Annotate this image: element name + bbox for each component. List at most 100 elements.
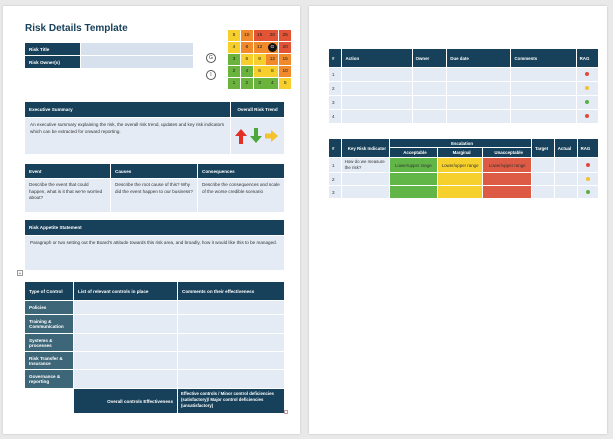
controls-comment-cell[interactable]	[178, 334, 284, 351]
table-row: 3	[327, 95, 600, 110]
gross-risk-marker: G	[206, 53, 216, 63]
due-cell[interactable]	[446, 95, 512, 110]
kri-indicator-cell[interactable]	[340, 172, 391, 186]
controls-comment-cell[interactable]	[178, 301, 284, 314]
rag-cell	[575, 67, 600, 82]
rag-status-dot	[585, 189, 590, 194]
event-text[interactable]: Describe the event that could happen, wh…	[25, 179, 110, 212]
table-move-handle-icon[interactable]: +	[17, 270, 23, 277]
control-type-training: Training & Communication	[25, 315, 73, 333]
kri-col-indicator: Key Risk Indicator	[340, 138, 391, 158]
heatmap-cell: 20	[279, 41, 292, 54]
controls-col-comments: Comments on their effectiveness	[178, 282, 284, 300]
control-type-risk-transfer: Risk Transfer & Insurance	[25, 352, 73, 369]
overall-effectiveness-text[interactable]: Effective controls / Minor control defic…	[178, 389, 284, 413]
risk-heatmap: 5 10 15 20 25 4 8 12 G 20 3 6 9 12 15 2 …	[228, 30, 292, 90]
controls-comment-cell[interactable]	[178, 370, 284, 388]
rag-cell	[575, 95, 600, 110]
actions-table: # Action Owner Due date Comments RAG 1 2…	[327, 48, 600, 124]
controls-list-cell[interactable]	[74, 370, 177, 388]
kri-target-cell[interactable]	[530, 157, 555, 173]
owner-cell[interactable]	[411, 109, 448, 124]
control-type-systems: Systems & processes	[25, 334, 73, 351]
risk-title-field[interactable]	[81, 43, 193, 55]
owner-cell[interactable]	[411, 81, 448, 96]
page-right: # Action Owner Due date Comments RAG 1 2…	[309, 6, 607, 434]
kri-actual-cell[interactable]	[553, 172, 578, 186]
heatmap-cell-selected: G	[266, 41, 279, 54]
control-type-governance: Governance & reporting	[25, 370, 73, 388]
action-cell[interactable]	[341, 109, 413, 124]
controls-list-cell[interactable]	[74, 301, 177, 314]
risk-owner-field[interactable]	[81, 56, 193, 68]
rag-cell	[576, 185, 600, 199]
due-cell[interactable]	[446, 81, 512, 96]
causes-text[interactable]: Describe the root cause of this? Why did…	[111, 179, 197, 212]
kri-marginal-cell[interactable]	[436, 185, 484, 199]
rag-status-dot	[585, 72, 590, 76]
kri-target-cell[interactable]	[530, 185, 555, 199]
heatmap-cell: 6	[253, 65, 266, 78]
kri-unacceptable-cell[interactable]: Lower/upper range	[482, 157, 532, 173]
risk-title-label: Risk Title	[25, 43, 80, 55]
action-cell[interactable]	[341, 81, 413, 96]
action-cell[interactable]	[341, 67, 413, 82]
heatmap-cell: 3	[253, 77, 266, 90]
kri-marginal-cell[interactable]	[436, 172, 484, 186]
resize-handle[interactable]	[284, 410, 288, 414]
exec-summary-text[interactable]: An executive summary explaining the risk…	[25, 118, 230, 154]
kri-actual-cell[interactable]	[553, 185, 578, 199]
kri-acceptable-cell[interactable]: Lower/upper range	[389, 157, 438, 173]
controls-comment-cell[interactable]	[178, 315, 284, 333]
owner-cell[interactable]	[411, 95, 448, 110]
heatmap-cell: 4	[228, 41, 240, 54]
comments-cell[interactable]	[510, 67, 577, 82]
heatmap-cell: 6	[240, 53, 253, 66]
heatmap-cell: 10	[279, 65, 292, 78]
consequences-text[interactable]: Describe the consequences and scale of t…	[198, 179, 284, 212]
heatmap-cell: 9	[253, 53, 266, 66]
kri-unacceptable-cell[interactable]	[482, 185, 532, 199]
kri-actual-cell[interactable]	[553, 157, 578, 173]
kri-target-cell[interactable]	[530, 172, 555, 186]
heatmap-cell: 15	[279, 53, 292, 66]
owner-cell[interactable]	[411, 67, 448, 82]
kri-indicator-cell[interactable]: How do we measure the risk?	[340, 157, 391, 173]
kri-acceptable-cell[interactable]	[389, 172, 438, 186]
table-row: 2	[328, 172, 600, 186]
due-cell[interactable]	[446, 109, 512, 124]
controls-list-cell[interactable]	[74, 334, 177, 351]
heatmap-cell: 15	[253, 30, 266, 42]
heatmap-selected-marker: G	[267, 43, 277, 53]
kri-sub-marginal: Marginal	[436, 147, 484, 158]
comments-cell[interactable]	[510, 95, 577, 110]
actions-col-owner: Owner	[411, 48, 448, 68]
row-num: 3	[328, 185, 342, 199]
table-row: 1	[327, 67, 600, 82]
controls-list-cell[interactable]	[74, 315, 177, 333]
rag-status-dot	[585, 176, 590, 181]
heatmap-cell: 5	[279, 77, 292, 90]
kri-unacceptable-cell[interactable]	[482, 172, 532, 186]
comments-cell[interactable]	[510, 109, 577, 124]
heatmap-cell: 1	[228, 77, 240, 90]
kri-col-actual: Actual	[553, 138, 578, 158]
heatmap-cell: 2	[228, 65, 240, 78]
heatmap-cell: 12	[266, 53, 279, 66]
kri-col-rag: RAG	[576, 138, 600, 158]
table-row: 4	[327, 109, 600, 124]
kri-indicator-cell[interactable]	[340, 185, 391, 199]
comments-cell[interactable]	[510, 81, 577, 96]
appetite-text[interactable]: Paragraph or two setting out the Board's…	[25, 236, 284, 270]
controls-list-cell[interactable]	[74, 352, 177, 369]
kri-marginal-cell[interactable]: Lower/upper range	[436, 157, 484, 173]
risk-trend-header: Overall Risk Trend	[231, 102, 284, 117]
controls-comment-cell[interactable]	[178, 352, 284, 369]
heatmap-cell: 8	[266, 65, 279, 78]
page-left: Risk Details Template Risk Title Risk Ow…	[3, 6, 300, 434]
kri-acceptable-cell[interactable]	[389, 185, 438, 199]
action-cell[interactable]	[341, 95, 413, 110]
due-cell[interactable]	[446, 67, 512, 82]
inherent-risk-marker: I	[206, 70, 216, 80]
exec-summary-header: Executive Summary	[25, 102, 230, 117]
